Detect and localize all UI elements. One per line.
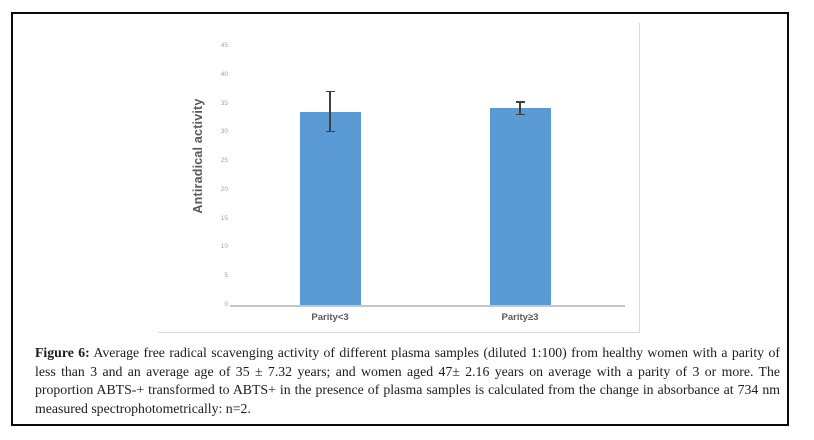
error-bar-cap [515, 101, 525, 103]
error-bar-cap [325, 90, 335, 93]
y-tick-label: 10 [220, 243, 228, 251]
x-axis-line [230, 305, 625, 307]
y-axis-title: Antiradical activity [191, 98, 205, 214]
error-bar [325, 90, 335, 133]
y-tick-label: 45 [220, 42, 228, 49]
y-tick-label: 25 [220, 157, 228, 165]
x-category-label: Parity≥3 [501, 312, 539, 323]
error-bar [515, 101, 525, 116]
y-tick-label: 20 [220, 185, 228, 193]
y-tick-label: 40 [220, 70, 228, 78]
figure-caption: Figure 6: Average free radical scavengin… [35, 344, 780, 418]
y-tick-label: 35 [220, 99, 228, 107]
error-bar-stem [329, 90, 331, 133]
y-tick-label: 5 [224, 272, 228, 280]
error-bar-stem [519, 101, 521, 116]
chart-area: Antiradical activity 0 5 10 15 20 25 30 35 40 45 P… [158, 23, 640, 333]
figure-border-box: Antiradical activity 0 5 10 15 20 25 30 35 40 45 P… [11, 12, 789, 426]
figure-caption-text: Average free radical scavenging activity… [35, 345, 780, 416]
bar-parity-lt3 [299, 111, 361, 305]
error-bar-cap [325, 130, 335, 133]
bar-parity-gte3 [489, 108, 551, 305]
y-tick-label: 0 [224, 301, 228, 308]
figure-caption-label: Figure 6: [35, 345, 90, 360]
x-category-label: Parity<3 [311, 312, 349, 323]
y-tick-label: 15 [220, 214, 228, 222]
error-bar-cap [515, 113, 525, 116]
y-tick-label: 30 [220, 128, 228, 136]
